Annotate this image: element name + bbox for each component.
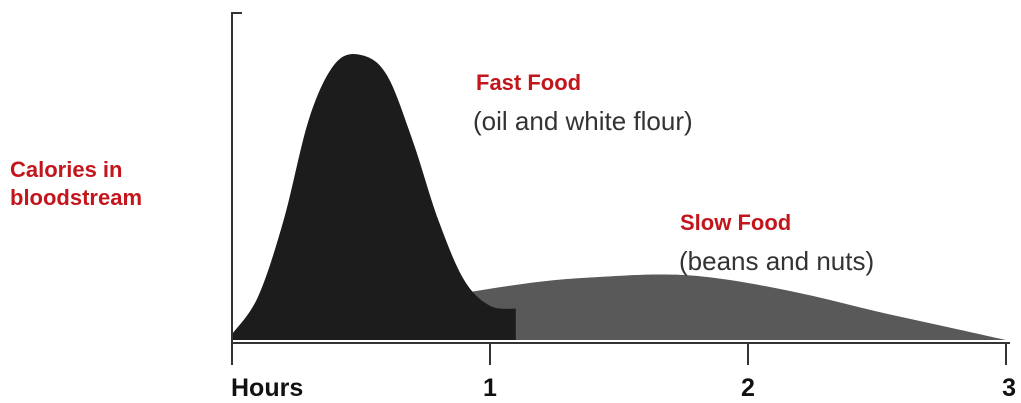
x-axis-label: Hours (231, 374, 303, 402)
x-tick-label: 3 (1002, 374, 1016, 402)
fast-food-area (232, 54, 516, 340)
x-tick-label: 2 (741, 374, 755, 402)
fast-food-label: Fast Food (476, 70, 581, 95)
x-axis-ticks: 1 2 3 (231, 343, 1016, 402)
fast-food-sublabel: (oil and white flour) (473, 106, 693, 136)
y-axis-label-line-1: Calories in (10, 157, 122, 182)
slow-food-sublabel: (beans and nuts) (679, 246, 874, 276)
slow-food-label: Slow Food (680, 210, 791, 235)
x-tick-label: 1 (483, 374, 497, 402)
y-axis-label-line-2: bloodstream (10, 185, 142, 210)
